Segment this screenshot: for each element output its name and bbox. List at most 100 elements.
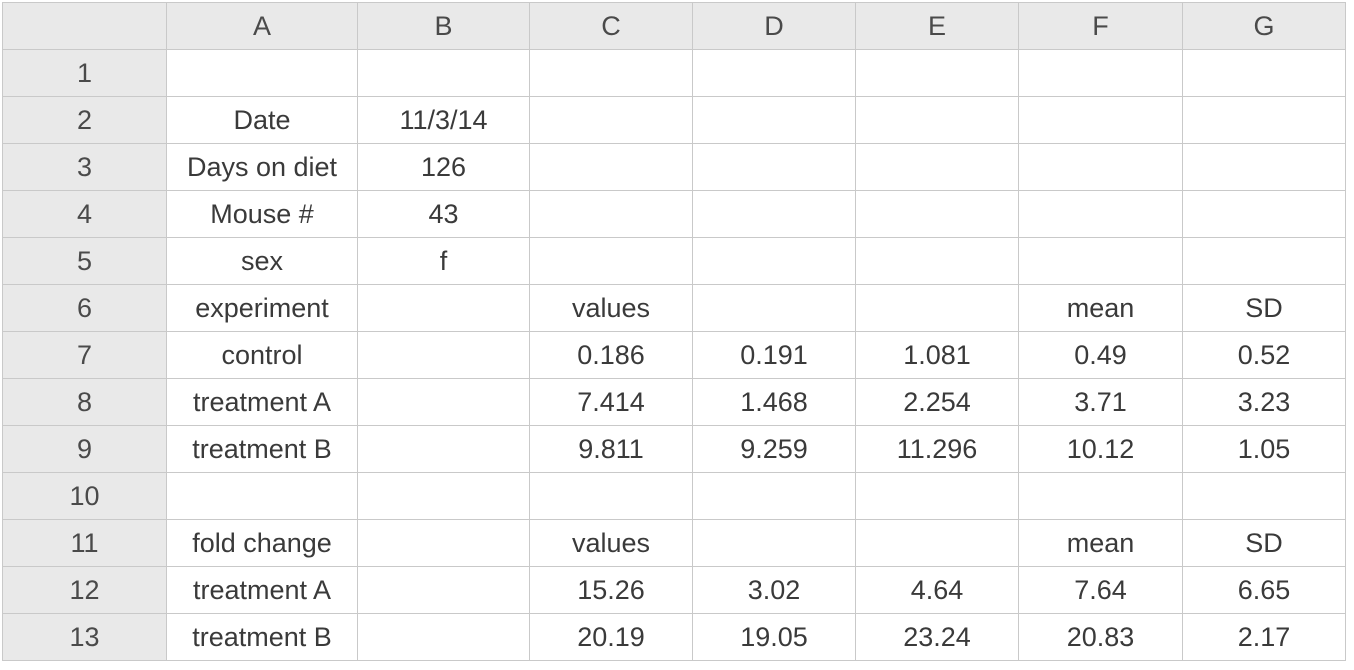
cell-a10[interactable]: [166, 472, 358, 520]
cell-d10[interactable]: [692, 472, 856, 520]
cell-b10[interactable]: [357, 472, 530, 520]
column-header-f[interactable]: F: [1018, 2, 1183, 50]
cell-f11[interactable]: mean: [1018, 519, 1183, 567]
row-header-13[interactable]: 13: [2, 613, 167, 661]
cell-e9[interactable]: 11.296: [855, 425, 1019, 473]
cell-b4[interactable]: 43: [357, 190, 530, 238]
cell-c13[interactable]: 20.19: [529, 613, 693, 661]
row-header-10[interactable]: 10: [2, 472, 167, 520]
cell-f12[interactable]: 7.64: [1018, 566, 1183, 614]
cell-g5[interactable]: [1182, 237, 1346, 285]
cell-c3[interactable]: [529, 143, 693, 191]
cell-f5[interactable]: [1018, 237, 1183, 285]
cell-f3[interactable]: [1018, 143, 1183, 191]
cell-g13[interactable]: 2.17: [1182, 613, 1346, 661]
select-all-corner[interactable]: [2, 2, 167, 50]
row-header-6[interactable]: 6: [2, 284, 167, 332]
cell-d7[interactable]: 0.191: [692, 331, 856, 379]
row-header-5[interactable]: 5: [2, 237, 167, 285]
row-header-11[interactable]: 11: [2, 519, 167, 567]
cell-a7[interactable]: control: [166, 331, 358, 379]
cell-c6[interactable]: values: [529, 284, 693, 332]
column-header-a[interactable]: A: [166, 2, 358, 50]
cell-f9[interactable]: 10.12: [1018, 425, 1183, 473]
cell-e12[interactable]: 4.64: [855, 566, 1019, 614]
cell-g11[interactable]: SD: [1182, 519, 1346, 567]
cell-a4[interactable]: Mouse #: [166, 190, 358, 238]
cell-b12[interactable]: [357, 566, 530, 614]
cell-g10[interactable]: [1182, 472, 1346, 520]
column-header-g[interactable]: G: [1182, 2, 1346, 50]
cell-c1[interactable]: [529, 49, 693, 97]
column-header-c[interactable]: C: [529, 2, 693, 50]
cell-c7[interactable]: 0.186: [529, 331, 693, 379]
cell-b1[interactable]: [357, 49, 530, 97]
row-header-1[interactable]: 1: [2, 49, 167, 97]
row-header-7[interactable]: 7: [2, 331, 167, 379]
cell-c12[interactable]: 15.26: [529, 566, 693, 614]
cell-g4[interactable]: [1182, 190, 1346, 238]
cell-f6[interactable]: mean: [1018, 284, 1183, 332]
cell-f7[interactable]: 0.49: [1018, 331, 1183, 379]
cell-a13[interactable]: treatment B: [166, 613, 358, 661]
cell-e13[interactable]: 23.24: [855, 613, 1019, 661]
cell-c11[interactable]: values: [529, 519, 693, 567]
cell-e11[interactable]: [855, 519, 1019, 567]
cell-e5[interactable]: [855, 237, 1019, 285]
cell-g6[interactable]: SD: [1182, 284, 1346, 332]
cell-b2[interactable]: 11/3/14: [357, 96, 530, 144]
cell-g1[interactable]: [1182, 49, 1346, 97]
cell-e4[interactable]: [855, 190, 1019, 238]
cell-a2[interactable]: Date: [166, 96, 358, 144]
cell-e1[interactable]: [855, 49, 1019, 97]
cell-g7[interactable]: 0.52: [1182, 331, 1346, 379]
cell-e2[interactable]: [855, 96, 1019, 144]
cell-f13[interactable]: 20.83: [1018, 613, 1183, 661]
cell-a3[interactable]: Days on diet: [166, 143, 358, 191]
cell-d4[interactable]: [692, 190, 856, 238]
cell-a8[interactable]: treatment A: [166, 378, 358, 426]
row-header-9[interactable]: 9: [2, 425, 167, 473]
cell-d9[interactable]: 9.259: [692, 425, 856, 473]
cell-f4[interactable]: [1018, 190, 1183, 238]
cell-d2[interactable]: [692, 96, 856, 144]
cell-g12[interactable]: 6.65: [1182, 566, 1346, 614]
cell-a5[interactable]: sex: [166, 237, 358, 285]
cell-f8[interactable]: 3.71: [1018, 378, 1183, 426]
cell-c4[interactable]: [529, 190, 693, 238]
cell-g2[interactable]: [1182, 96, 1346, 144]
cell-d6[interactable]: [692, 284, 856, 332]
cell-d3[interactable]: [692, 143, 856, 191]
cell-g9[interactable]: 1.05: [1182, 425, 1346, 473]
cell-e8[interactable]: 2.254: [855, 378, 1019, 426]
cell-f2[interactable]: [1018, 96, 1183, 144]
column-header-e[interactable]: E: [855, 2, 1019, 50]
cell-e7[interactable]: 1.081: [855, 331, 1019, 379]
cell-a11[interactable]: fold change: [166, 519, 358, 567]
cell-b7[interactable]: [357, 331, 530, 379]
cell-a9[interactable]: treatment B: [166, 425, 358, 473]
cell-d11[interactable]: [692, 519, 856, 567]
row-header-12[interactable]: 12: [2, 566, 167, 614]
cell-b13[interactable]: [357, 613, 530, 661]
cell-f1[interactable]: [1018, 49, 1183, 97]
cell-d8[interactable]: 1.468: [692, 378, 856, 426]
cell-d12[interactable]: 3.02: [692, 566, 856, 614]
cell-a12[interactable]: treatment A: [166, 566, 358, 614]
cell-d13[interactable]: 19.05: [692, 613, 856, 661]
column-header-d[interactable]: D: [692, 2, 856, 50]
cell-a6[interactable]: experiment: [166, 284, 358, 332]
cell-e10[interactable]: [855, 472, 1019, 520]
cell-b6[interactable]: [357, 284, 530, 332]
cell-e6[interactable]: [855, 284, 1019, 332]
cell-g8[interactable]: 3.23: [1182, 378, 1346, 426]
row-header-8[interactable]: 8: [2, 378, 167, 426]
cell-e3[interactable]: [855, 143, 1019, 191]
cell-b8[interactable]: [357, 378, 530, 426]
cell-c2[interactable]: [529, 96, 693, 144]
cell-c5[interactable]: [529, 237, 693, 285]
cell-b11[interactable]: [357, 519, 530, 567]
row-header-3[interactable]: 3: [2, 143, 167, 191]
cell-b5[interactable]: f: [357, 237, 530, 285]
cell-d1[interactable]: [692, 49, 856, 97]
